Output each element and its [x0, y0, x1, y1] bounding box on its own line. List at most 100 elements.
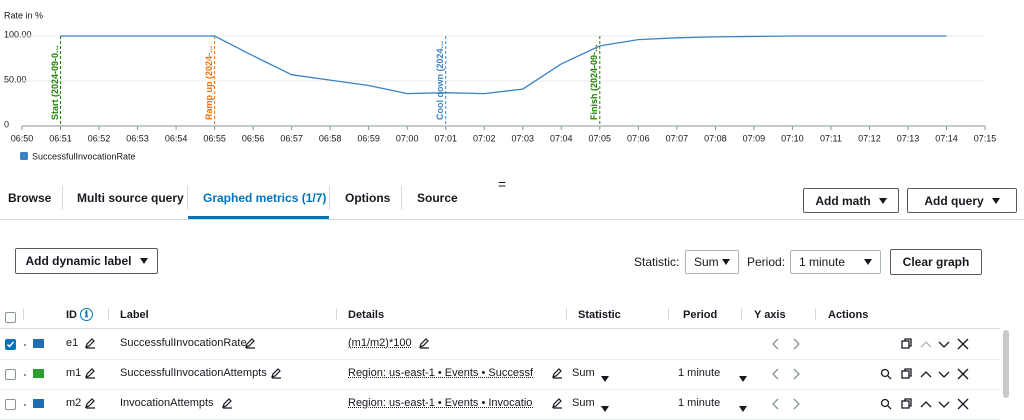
y-axis-toggle[interactable] — [772, 398, 802, 413]
series-line — [60, 35, 947, 95]
x-tick-label: 07:04 — [550, 133, 573, 143]
action-icons[interactable] — [880, 398, 972, 410]
edit-icon[interactable] — [84, 337, 96, 349]
resize-handle[interactable]: = — [498, 176, 507, 192]
annotation-label: Ramp up (2024-... — [204, 45, 214, 120]
axis-arrows[interactable] — [772, 338, 802, 350]
row-checkbox[interactable] — [5, 399, 16, 410]
column-separator — [668, 308, 669, 320]
edit — [84, 397, 96, 412]
dropdown-icon — [864, 259, 872, 265]
edit — [551, 397, 563, 412]
dropdown-icon — [601, 376, 609, 382]
row-checkbox[interactable] — [5, 369, 16, 380]
edit-icon[interactable] — [551, 397, 563, 409]
add-dynamic-label-button[interactable]: Add dynamic label — [15, 248, 158, 274]
x-tick-label: 06:56 — [242, 133, 265, 143]
x-tick-label: 07:12 — [858, 133, 881, 143]
axis-arrows[interactable] — [772, 398, 802, 410]
x-tick-label: 06:52 — [88, 133, 111, 143]
edit-icon[interactable] — [221, 397, 233, 409]
tab[interactable]: Graphed metrics (1/7) — [203, 191, 327, 205]
y-axis-toggle[interactable] — [772, 368, 802, 383]
add-query-button[interactable]: Add query — [907, 188, 1017, 213]
tab[interactable]: Browse — [8, 191, 52, 205]
axis-arrows[interactable] — [772, 368, 802, 380]
edit-icon[interactable] — [551, 367, 563, 379]
tab-separator — [329, 186, 330, 210]
x-tick-label: 06:58 — [319, 133, 342, 143]
legend-swatch — [20, 152, 28, 160]
dropdown-icon — [139, 258, 148, 264]
dropdown-icon — [991, 197, 1000, 204]
x-tick-label: 06:57 — [280, 133, 303, 143]
edit-icon[interactable] — [418, 337, 430, 349]
column-header: Label — [120, 309, 149, 321]
y-axis-label: Rate in % — [4, 10, 43, 20]
column-header: Statistic — [578, 309, 621, 321]
action-icons[interactable] — [880, 338, 972, 350]
x-tick-label: 06:53 — [126, 133, 149, 143]
edit — [84, 367, 96, 382]
color-swatch[interactable] — [33, 399, 44, 408]
dropdown-icon — [739, 406, 747, 412]
tab[interactable]: Multi source query — [77, 191, 184, 205]
tab-separator — [401, 186, 402, 210]
row-divider — [0, 359, 1000, 360]
table-header-bg — [0, 300, 1000, 329]
select-value: 1 minute — [799, 255, 846, 269]
color-dot — [24, 404, 26, 406]
row-period[interactable]: 1 minute — [678, 367, 721, 379]
period-label: Period: — [747, 255, 786, 269]
edit-icon[interactable] — [270, 367, 282, 379]
x-tick-label: 07:05 — [589, 133, 612, 143]
x-tick-label: 06:50 — [11, 133, 34, 143]
row-details[interactable]: (m1/m2)*100 — [348, 337, 412, 349]
dropdown-icon — [739, 376, 747, 382]
tab[interactable]: Source — [417, 191, 458, 205]
column-separator — [741, 308, 742, 320]
column-header: ID — [66, 309, 77, 321]
button-label: Add dynamic label — [25, 254, 132, 268]
add-math-button[interactable]: Add math — [803, 188, 899, 213]
tab[interactable]: Options — [345, 191, 391, 205]
edit-icon[interactable] — [244, 337, 256, 349]
legend-label: SuccessfulInvocationRate — [32, 151, 136, 161]
action-icons[interactable] — [880, 368, 972, 380]
statistic-select[interactable]: Sum — [685, 250, 739, 274]
x-tick-label: 07:08 — [704, 133, 727, 143]
dropdown — [601, 401, 609, 415]
column-separator — [108, 308, 109, 320]
y-tick-label: 100.00 — [4, 29, 32, 39]
period-select[interactable]: 1 minute — [790, 250, 881, 274]
row-period[interactable]: 1 minute — [678, 397, 721, 409]
y-axis-toggle[interactable] — [772, 338, 802, 353]
edit — [270, 367, 282, 382]
x-tick-label: 07:03 — [511, 133, 534, 143]
x-tick-label: 06:54 — [165, 133, 188, 143]
dropdown-icon — [722, 259, 730, 265]
clear-graph-button[interactable]: Clear graph — [890, 249, 982, 275]
edit-icon[interactable] — [84, 367, 96, 379]
row-label: InvocationAttempts — [120, 397, 214, 409]
select-value: Sum — [694, 255, 719, 269]
select-all-checkbox[interactable] — [5, 312, 16, 323]
edit-icon[interactable] — [84, 397, 96, 409]
chart: Rate in % 0 50.00 100.00 06:50 06:51 06:52 06:… — [4, 10, 996, 161]
tab-separator — [187, 186, 188, 210]
color-swatch[interactable] — [33, 369, 44, 378]
row-details[interactable]: Region: us-east-1 • Events • SuccessfulI… — [348, 367, 533, 379]
x-tick-label: 07:09 — [743, 133, 766, 143]
row-details[interactable]: Region: us-east-1 • Events • InvocationA… — [348, 397, 533, 409]
x-tick-label: 07:01 — [434, 133, 457, 143]
color-swatch[interactable] — [33, 339, 44, 348]
column-separator — [336, 308, 337, 320]
scrollbar[interactable] — [1003, 330, 1009, 398]
tab-separator — [62, 186, 63, 210]
dropdown — [739, 401, 747, 415]
row-checkbox[interactable] — [5, 339, 16, 350]
row-statistic[interactable]: Sum — [572, 367, 595, 379]
row-statistic[interactable]: Sum — [572, 397, 595, 409]
annotation-label: Cool down (2024... — [435, 41, 445, 120]
x-tick-label: 06:59 — [357, 133, 380, 143]
